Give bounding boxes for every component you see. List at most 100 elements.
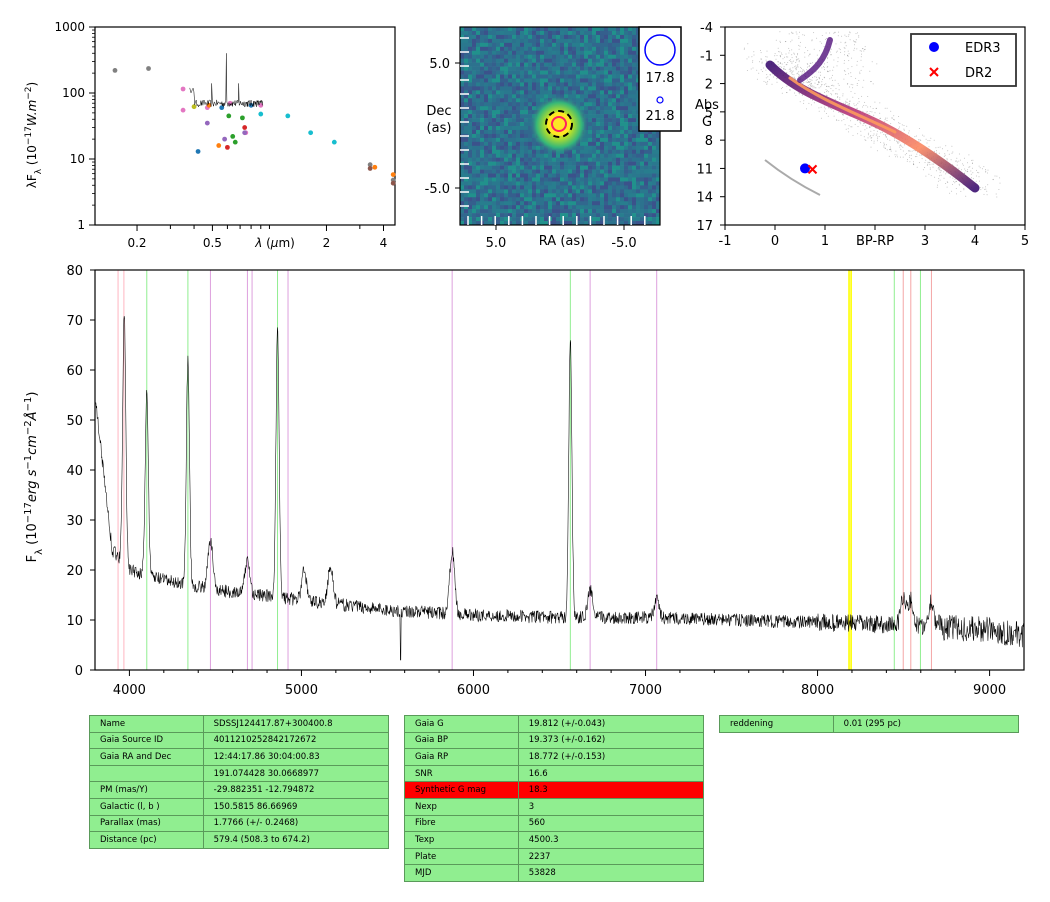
hr-x-tick-label: 5: [1021, 234, 1029, 249]
hr-y-tick-label: 17: [696, 219, 713, 234]
sed-data-point: [258, 111, 264, 117]
table-value-cell: 1.7766 (+/- 0.2468): [202, 814, 390, 833]
spectrum-x-tick-label: 8000: [801, 683, 834, 698]
sed-x-tick-label: 0.5: [203, 236, 222, 250]
table-row: Galactic (l, b ) 150.5815 86.66969: [89, 797, 390, 816]
table-row: PM (mas/Y) -29.882351 -12.794872: [89, 781, 390, 799]
table-row: Nexp 3: [404, 797, 705, 816]
spectrum-y-tick-label: 50: [66, 414, 83, 429]
source-info-table: Name SDSSJ124417.87+300400.8 Gaia Source I…: [89, 715, 390, 849]
spectrum-x-tick-label: 6000: [457, 683, 490, 698]
table-row: MJD 53828: [404, 864, 705, 882]
image-plot: 5.0 -5.0 5.0 -5.0 17.8 21.8 Dec (as) RA (as…: [425, 26, 682, 251]
table-value-cell: 4011210252842172672: [202, 731, 390, 750]
table-value-cell: SDSSJ124417.87+300400.8: [202, 715, 390, 733]
sed-data-point: [390, 172, 396, 178]
spectrum-x-tick-label: 9000: [973, 683, 1006, 698]
spectrum-y-tick-label: 40: [66, 464, 83, 479]
hr-legend-edr3: EDR3: [965, 41, 1001, 56]
hr-y-tick-label: -4: [700, 21, 713, 36]
spectrum-plot: 0 10 20 30 40 50 60 70 80 4000 5000 6000 7000 8000 900…: [23, 264, 1025, 698]
spectrum-line: [94, 315, 1025, 661]
table-value-cell: 150.5815 86.66969: [202, 797, 390, 816]
table-key-cell: SNR: [404, 764, 519, 783]
white-dwarf-sequence: [764, 159, 821, 196]
table-row: Gaia RA and Dec 12:44:17.86 30:04:00.83: [89, 748, 390, 766]
photometry-table: Gaia G 19.812 (+/-0.043) Gaia BP 19.373 (+/…: [404, 715, 705, 882]
table-key-cell: [89, 764, 204, 783]
hr-legend-dr2: DR2: [965, 66, 992, 81]
table-row: Fibre 560: [404, 814, 705, 833]
sed-y-tick-label: 1000: [54, 20, 85, 34]
table-value-cell: 579.4 (508.3 to 674.2): [202, 831, 390, 849]
sed-data-point: [219, 105, 225, 111]
sed-data-point: [242, 130, 248, 136]
table-value-cell: 2237: [517, 847, 705, 866]
hr-y-tick-label: -1: [700, 49, 713, 64]
table-key-cell: Gaia RA and Dec: [89, 748, 204, 766]
table-row: Plate 2237: [404, 847, 705, 866]
table-value-cell: 18.3: [517, 781, 705, 799]
sed-y-tick-label: 100: [62, 86, 85, 100]
table-row: SNR 16.6: [404, 764, 705, 783]
hr-y-tick-label: 8: [705, 134, 713, 149]
table-key-cell: Nexp: [404, 797, 519, 816]
sed-y-tick-label: 10: [70, 152, 85, 166]
dr2-point: [807, 164, 818, 175]
image-y-tick-label: -5.0: [425, 182, 450, 197]
sed-spectrum-overlay: [189, 53, 263, 108]
table-value-cell: 53828: [517, 864, 705, 882]
table-value-cell: 12:44:17.86 30:04:00.83: [202, 748, 390, 766]
table-key-cell: Gaia Source ID: [89, 731, 204, 750]
hr-x-tick-label: 4: [971, 234, 979, 249]
hr-y-tick-label: 14: [696, 191, 713, 206]
table-value-cell: 560: [517, 814, 705, 833]
sed-data-point: [204, 120, 210, 126]
hr-legend: EDR3 DR2: [910, 33, 1017, 87]
table-key-cell: Parallax (mas): [89, 814, 204, 833]
table-key-cell: Texp: [404, 831, 519, 849]
sed-data-point: [285, 113, 291, 119]
image-legend: 17.8 21.8: [638, 26, 682, 132]
table-key-cell: Plate: [404, 847, 519, 866]
spectrum-y-tick-label: 0: [75, 664, 83, 679]
table-key-cell: Galactic (l, b ): [89, 797, 204, 816]
image-xlabel: RA (as): [539, 234, 585, 249]
sed-x-tick-label: 0.2: [127, 236, 146, 250]
sed-data-point: [230, 134, 236, 139]
spectrum-ylabel: Fλ (10−17erg s−1cm−2Å−1): [23, 392, 45, 563]
main-sequence-core: [788, 76, 897, 134]
spectrum-x-tick-label: 4000: [113, 683, 146, 698]
table-value-cell: 19.373 (+/-0.162): [517, 731, 705, 750]
table-value-cell: 18.772 (+/-0.153): [517, 748, 705, 766]
table-row: Texp 4500.3: [404, 831, 705, 849]
sed-data-point: [367, 162, 373, 168]
image-ylabel-line1: Dec: [426, 104, 451, 119]
spectrum-x-tick-label: 7000: [629, 683, 662, 698]
hr-y-tick-label: 5: [705, 106, 713, 121]
sed-xlabel: λ (μm): [254, 236, 295, 250]
table-row: Gaia RP 18.772 (+/-0.153): [404, 748, 705, 766]
table-row: Distance (pc) 579.4 (508.3 to 674.2): [89, 831, 390, 849]
table-key-cell: Fibre: [404, 814, 519, 833]
sed-data-point: [206, 102, 212, 108]
image-legend-mag2: 21.8: [646, 109, 675, 124]
source-core: [547, 112, 571, 136]
sed-data-point: [112, 68, 118, 73]
image-y-tick-label: 5.0: [429, 57, 450, 72]
sed-y-tick-label: 1: [77, 218, 85, 232]
sed-data-point: [372, 164, 378, 170]
table-row: Parallax (mas) 1.7766 (+/- 0.2468): [89, 814, 390, 833]
aperture-circle: [545, 110, 573, 138]
image-ylabel-line2: (as): [427, 121, 452, 136]
table-row: 191.074428 30.0668977: [89, 764, 390, 783]
spectrum-y-tick-label: 30: [66, 514, 83, 529]
sed-data-point: [195, 149, 201, 154]
table-row: Gaia G 19.812 (+/-0.043): [404, 715, 705, 733]
table-key-cell: MJD: [404, 864, 519, 882]
table-key-cell: reddening: [719, 715, 834, 733]
table-value-cell: 0.01 (295 pc): [832, 715, 1020, 733]
hr-y-tick-label: 11: [696, 162, 713, 177]
table-key-cell: Gaia RP: [404, 748, 519, 766]
